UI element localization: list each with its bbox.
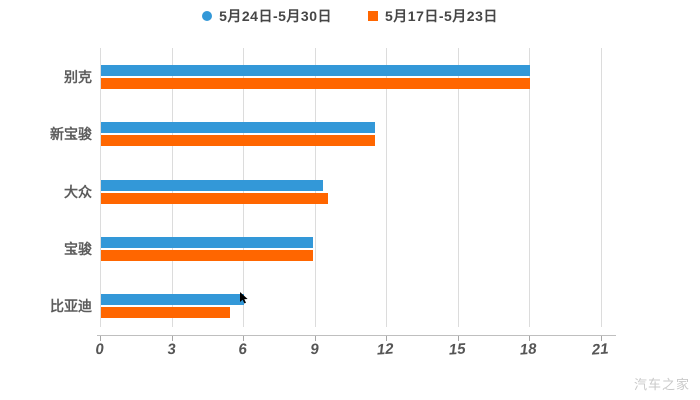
category-label: 比亚迪 xyxy=(50,298,92,315)
watermark-autohome: 汽车之家 xyxy=(633,377,690,392)
legend-label-week1: 5月17日-5月23日 xyxy=(385,8,498,24)
x-tick-label: 3 xyxy=(166,340,176,359)
x-tick-label: 12 xyxy=(376,340,395,359)
bar-week1 xyxy=(101,307,230,319)
x-axis-tick xyxy=(243,336,245,341)
bar-week1 xyxy=(101,249,314,261)
x-axis-tick xyxy=(386,336,388,341)
x-gridline xyxy=(100,48,101,327)
category-label: 别克 xyxy=(64,68,92,85)
legend-item-week2[interactable]: 5月24日-5月30日 xyxy=(202,6,332,26)
x-tick-label: 0 xyxy=(94,340,105,359)
bar-week1 xyxy=(101,77,531,89)
chart-legend: 5月24日-5月30日 5月17日-5月23日 xyxy=(0,4,700,28)
legend-square-marker-icon xyxy=(368,11,378,21)
bar-week2 xyxy=(101,64,531,76)
bar-week2 xyxy=(101,122,376,134)
legend-item-week1[interactable]: 5月17日-5月23日 xyxy=(368,6,498,26)
x-gridline xyxy=(529,48,531,327)
x-gridline xyxy=(386,48,388,327)
legend-label-week2: 5月24日-5月30日 xyxy=(219,8,332,24)
x-tick-label: 18 xyxy=(519,340,538,359)
x-axis-tick xyxy=(601,336,602,341)
x-axis-line xyxy=(97,335,616,336)
x-axis-tick xyxy=(314,336,316,341)
x-gridline xyxy=(457,48,459,327)
bar-week1 xyxy=(101,192,328,204)
x-axis-tick xyxy=(457,336,459,341)
category-label: 大众 xyxy=(64,183,92,200)
bar-week2 xyxy=(101,236,314,248)
x-axis-tick xyxy=(171,336,173,341)
bar-week2 xyxy=(101,179,323,191)
bar-week1 xyxy=(101,135,376,147)
x-tick-label: 15 xyxy=(448,340,466,359)
x-axis-tick xyxy=(529,336,531,341)
legend-circle-marker-icon xyxy=(202,11,213,21)
x-tick-label: 6 xyxy=(237,340,248,359)
x-tick-label: 21 xyxy=(591,340,610,359)
category-label: 宝骏 xyxy=(64,240,92,257)
mouse-cursor xyxy=(240,292,248,304)
category-label: 新宝骏 xyxy=(50,126,92,143)
x-gridline xyxy=(601,48,602,327)
bar-week2 xyxy=(101,294,245,306)
x-axis-tick xyxy=(100,336,101,341)
x-tick-label: 9 xyxy=(309,340,320,359)
